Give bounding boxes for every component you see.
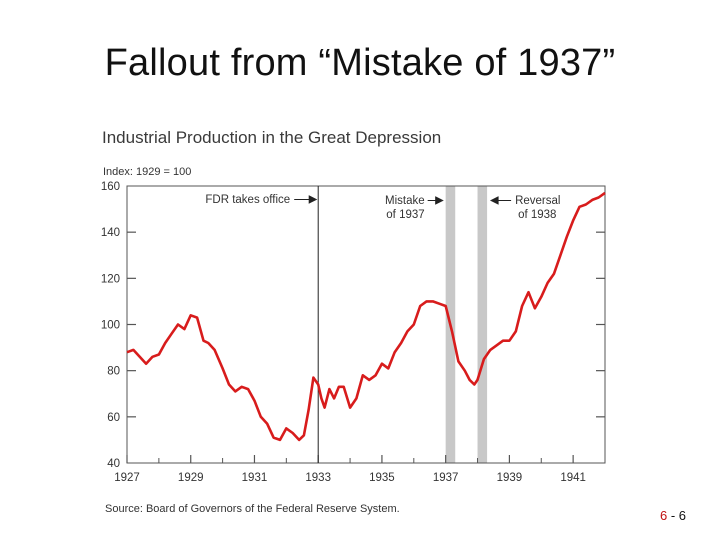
x-tick-label-1941: 1941 (560, 472, 586, 484)
series-line-industrial-production (126, 191, 606, 442)
x-tick-label-1927: 1927 (114, 472, 140, 484)
shaded-region-1 (477, 186, 488, 463)
shaded-regions (445, 186, 488, 463)
annotation-mistake-line2: of 1937 (386, 209, 424, 221)
slide-number-separator: - (667, 508, 679, 523)
slide-number-chapter: 6 (660, 508, 668, 523)
x-tick-label-1931: 1931 (242, 472, 268, 484)
slide-number: 6 - 6 (660, 508, 686, 523)
x-tick-label-1929: 1929 (178, 472, 204, 484)
annotation-reversal-line1: Reversal (515, 195, 560, 207)
x-tick-label-1935: 1935 (369, 472, 395, 484)
axis-ticks: 160 140 120 100 80 60 40 1927 1929 1931 1933 1935 19… (101, 181, 605, 484)
x-tick-label-1939: 1939 (497, 472, 523, 484)
annotation-arrows (294, 195, 512, 205)
y-tick-label-140: 140 (101, 227, 120, 239)
chart-title: Industrial Production in the Great Depre… (102, 128, 441, 147)
annotations: FDR takes office Mistake of 1937 Reversa… (205, 194, 560, 221)
y-tick-label-60: 60 (107, 412, 120, 424)
y-tick-label-120: 120 (101, 273, 120, 285)
y-tick-label-40: 40 (107, 458, 120, 470)
y-axis-label: Index: 1929 = 100 (103, 166, 191, 178)
slide-title: Fallout from “Mistake of 1937” (104, 42, 616, 84)
y-tick-label-160: 160 (101, 181, 120, 193)
x-tick-label-1933: 1933 (305, 472, 331, 484)
annotation-mistake-line1: Mistake (385, 195, 425, 207)
annotation-fdr-takes-office: FDR takes office (205, 194, 290, 206)
x-tick-label-1937: 1937 (433, 472, 459, 484)
slide-number-page: 6 (678, 508, 687, 523)
chart-source: Source: Board of Governors of the Federa… (105, 503, 400, 515)
annotation-reversal-line2: of 1938 (518, 209, 556, 221)
y-tick-label-80: 80 (107, 366, 120, 378)
y-tick-label-100: 100 (101, 320, 120, 332)
